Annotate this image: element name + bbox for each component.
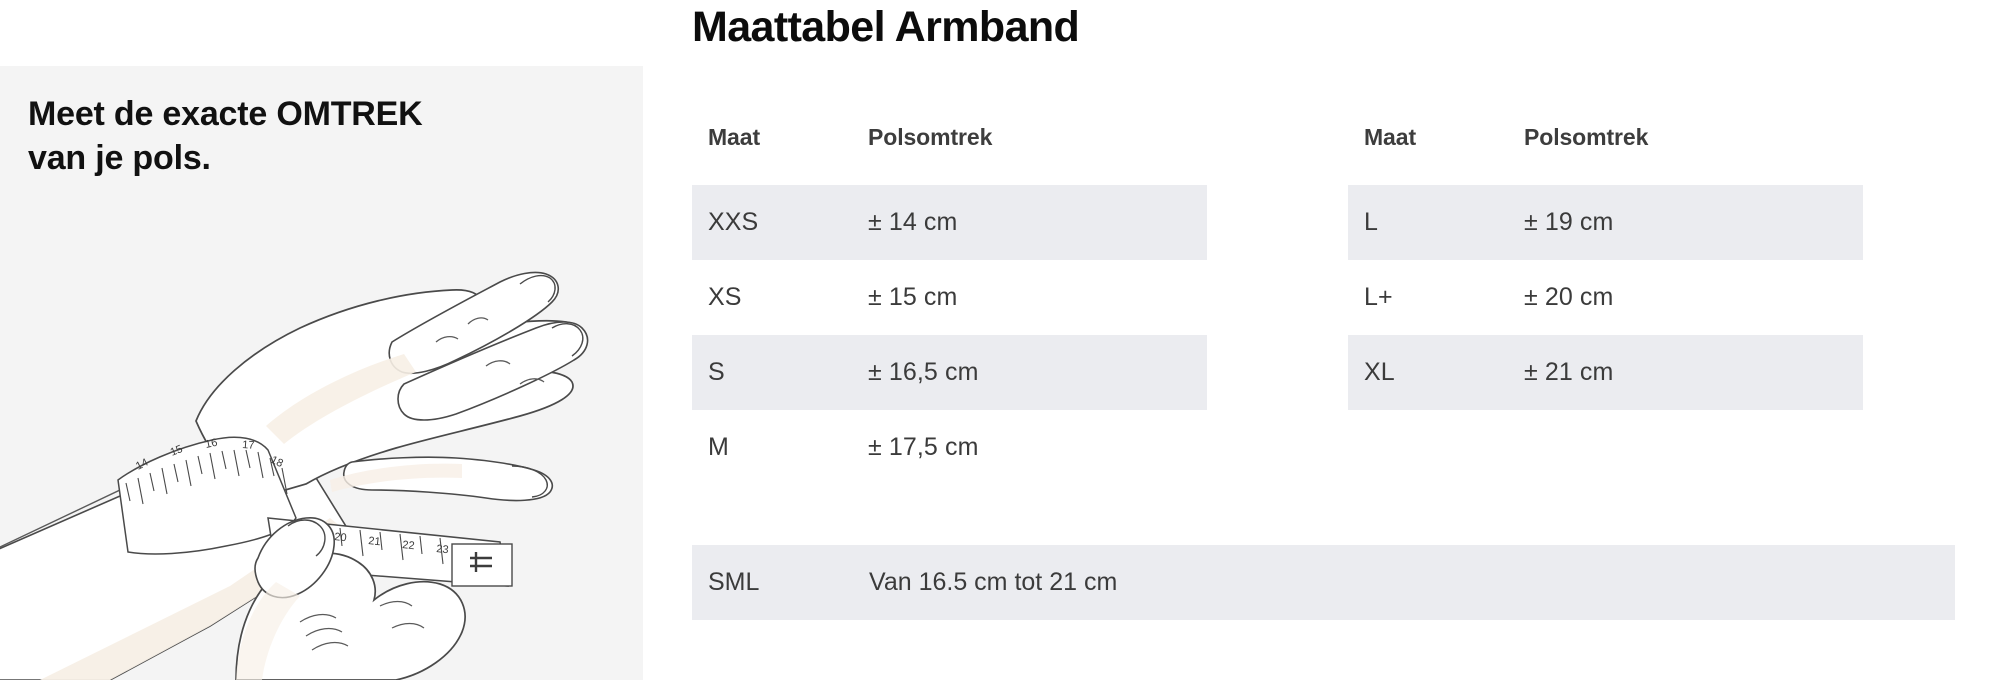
svg-text:17: 17 [242,439,255,452]
cell-circumference: ± 21 cm [1524,335,1863,410]
page-title: Maattabel Armband [692,3,1080,51]
table-row[interactable]: XS ± 15 cm [692,260,1207,335]
combined-size-table: SML Van 16.5 cm tot 21 cm [692,545,1955,620]
column-header-size: Maat [708,124,761,150]
column-header-size: Maat [1364,124,1417,150]
cell-range: Van 16.5 cm tot 21 cm [868,545,1955,620]
svg-text:22: 22 [402,539,415,552]
size-table-large: Maat Polsomtrek L ± 19 cm L+ ± 20 cm [1348,124,1863,410]
table-header-row: Maat Polsomtrek [692,124,1207,185]
table-row[interactable]: SML Van 16.5 cm tot 21 cm [692,545,1955,620]
cell-size: M [708,433,729,461]
cell-size: L+ [1364,283,1393,311]
table-row[interactable]: XL ± 21 cm [1348,335,1863,410]
illustration-panel: Meet de exacte OMTREK van je pols. [0,66,643,680]
cell-circumference: ± 17,5 cm [868,433,979,461]
cell-circumference: ± 19 cm [1524,185,1863,260]
cell-circumference: ± 16,5 cm [868,335,1207,410]
svg-text:23: 23 [436,543,449,556]
size-table-small: Maat Polsomtrek XXS ± 14 cm XS ± 15 cm [692,124,1207,485]
size-table-content: Maattabel Armband Maat Polsomtrek XXS [692,0,1955,680]
table-header-row: Maat Polsomtrek [1348,124,1863,185]
table-row[interactable]: M ± 17,5 cm [692,410,1207,485]
svg-text:20: 20 [334,531,347,544]
column-header-circumference: Polsomtrek [1524,124,1649,150]
cell-circumference: ± 15 cm [868,283,958,311]
size-tables-row: Maat Polsomtrek XXS ± 14 cm XS ± 15 cm [692,124,1955,485]
cell-size: XL [1348,335,1524,410]
svg-text:14: 14 [134,456,150,472]
table-column-gap [1207,124,1348,485]
svg-text:21: 21 [368,535,381,548]
cell-size: L [1348,185,1524,260]
cell-size: SML [692,545,868,620]
table-row[interactable]: XXS ± 14 cm [692,185,1207,260]
table-row[interactable]: S ± 16,5 cm [692,335,1207,410]
svg-text:15: 15 [169,443,185,459]
size-table-large-block: Maat Polsomtrek L ± 19 cm L+ ± 20 cm [1348,124,1863,485]
cell-size: XS [708,283,742,311]
cell-circumference: ± 20 cm [1524,283,1614,311]
cell-size: XXS [692,185,868,260]
svg-text:18: 18 [269,454,285,470]
table-row[interactable]: L+ ± 20 cm [1348,260,1863,335]
cell-circumference: ± 14 cm [868,185,1207,260]
table-row[interactable]: L ± 19 cm [1348,185,1863,260]
cell-size: S [692,335,868,410]
measure-instruction-text: Meet de exacte OMTREK van je pols. [28,95,423,177]
hand-with-measuring-tape-illustration: 14 15 16 17 18 19 20 21 22 23 [0,66,643,680]
size-table-small-block: Maat Polsomtrek XXS ± 14 cm XS ± 15 cm [692,124,1207,485]
column-header-circumference: Polsomtrek [868,124,993,150]
svg-text:16: 16 [204,437,218,451]
